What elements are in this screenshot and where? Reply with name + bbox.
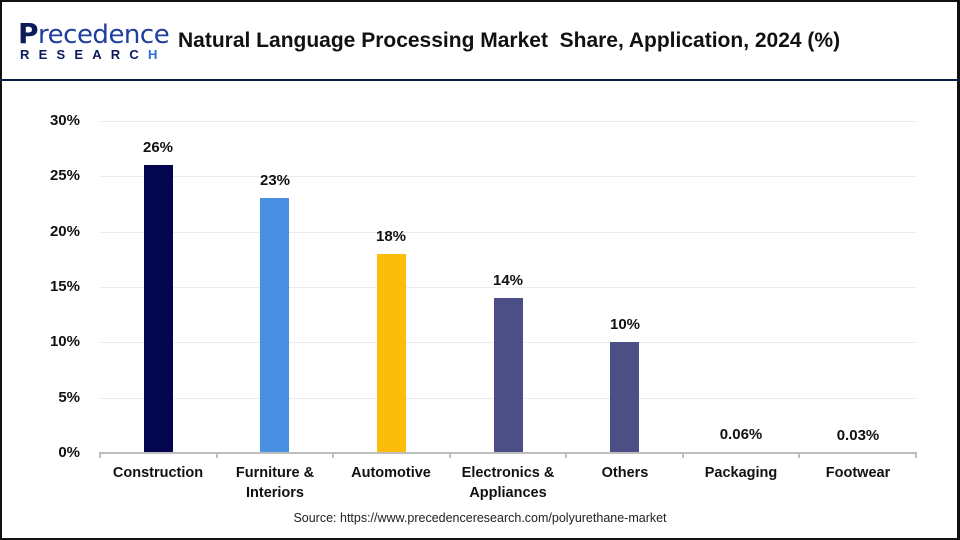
gridline [100, 121, 916, 122]
precedence-research-logo: Precedence RESEARCH [18, 20, 170, 62]
bar-automotive [377, 254, 406, 453]
x-category-label: Electronics & Appliances [450, 463, 566, 503]
bar-value-label: 0.03% [836, 427, 880, 444]
x-category-label-line: Interiors [245, 485, 304, 501]
x-tick-mark [565, 452, 567, 458]
y-tick-label: 5% [58, 388, 80, 406]
y-tick-label: 25% [49, 167, 80, 185]
bar-value-label: 23% [259, 172, 291, 189]
bar-construction [144, 165, 173, 453]
bar-value-label: 14% [492, 272, 524, 289]
x-axis-line [100, 452, 916, 454]
y-tick-label: 0% [58, 444, 80, 461]
logo-wordmark: Precedence [18, 17, 170, 50]
x-tick-mark [99, 452, 101, 458]
header: Precedence RESEARCH Natural Language Pro… [0, 0, 960, 81]
x-tick-mark [216, 452, 218, 458]
y-tick-label: 30% [49, 112, 80, 129]
x-category-label: Construction [100, 463, 216, 483]
bar-value-label: 26% [142, 139, 174, 156]
x-tick-mark [682, 452, 684, 458]
logo-subtitle: RESEARCH [20, 47, 167, 62]
x-category-label-line: Furniture & [235, 465, 315, 481]
x-category-label: Furniture & Interiors [217, 463, 333, 503]
x-category-label: Automotive [333, 463, 449, 483]
bar-value-label: 10% [609, 316, 641, 333]
x-tick-mark [798, 452, 800, 458]
gridline [100, 176, 916, 177]
logo-wordmark-rest: recedence [38, 20, 170, 50]
source-note: Source: https://www.precedenceresearch.c… [293, 511, 667, 525]
x-tick-mark [915, 452, 917, 458]
chart-title: Natural Language Processing Market Share… [178, 29, 841, 52]
logo-p-glyph: P [18, 17, 39, 50]
x-category-label-line: Electronics & [461, 465, 555, 481]
bar-others [610, 342, 639, 453]
bar-value-label: 0.06% [719, 426, 763, 443]
x-category-label-line: Construction [112, 465, 204, 481]
x-category-label: Packaging [683, 463, 799, 483]
gridline [100, 232, 916, 233]
y-tick-label: 15% [49, 278, 80, 295]
x-category-label-line: Appliances [469, 485, 547, 501]
y-tick-label: 20% [49, 222, 80, 240]
gridline [100, 287, 916, 288]
y-tick-label: 10% [49, 333, 80, 351]
x-category-label-line: Packaging [704, 465, 778, 481]
bar-electronics-appliances [494, 298, 523, 453]
x-category-label: Others [567, 463, 683, 483]
x-category-label: Footwear [800, 463, 916, 483]
x-category-label-line: Footwear [825, 465, 891, 481]
x-tick-mark [449, 452, 451, 458]
bar-value-label: 18% [375, 228, 407, 245]
x-tick-mark [332, 452, 334, 458]
bar-furniture-interiors [260, 198, 289, 453]
x-category-label-line: Others [601, 465, 649, 481]
x-category-label-line: Automotive [351, 465, 431, 481]
